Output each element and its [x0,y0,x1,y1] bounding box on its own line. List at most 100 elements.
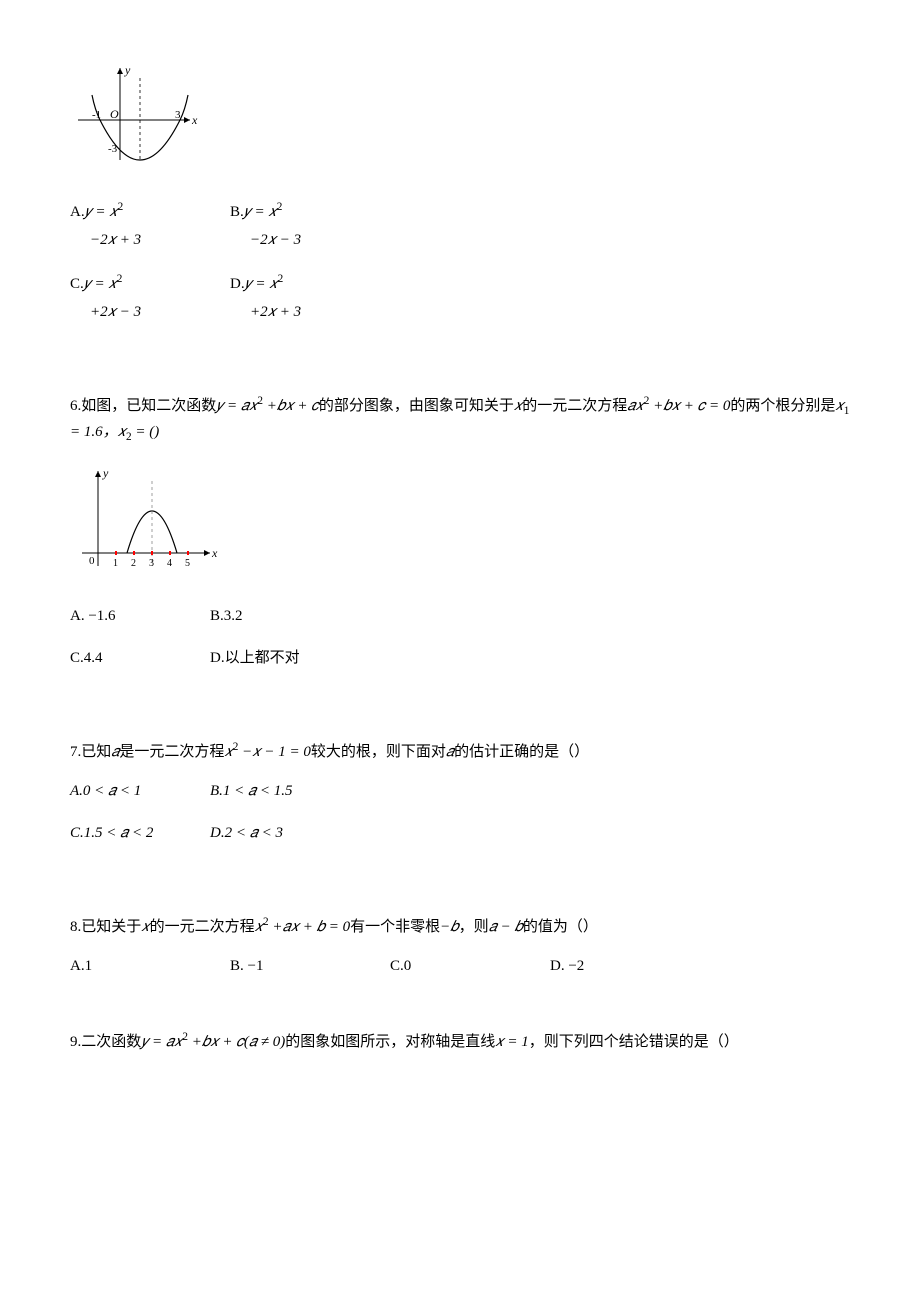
svg-text:O: O [110,107,119,121]
svg-text:-1: -1 [92,109,101,121]
q8-t4: ，则 [459,919,489,935]
q6-e2: 𝑎𝑥 [627,398,644,414]
option-c[interactable]: C.1.5 < 𝑎 < 2 [70,821,210,845]
label-c: C. [70,276,84,292]
q7-t4: 的估计正确的是（） [454,744,589,760]
svg-text:x: x [211,546,218,560]
q8-t1: 8.已知关于 [70,919,141,935]
q8-nb: −𝑏 [440,919,459,935]
question-5: y x O -1 3 -3 A.𝑦 = 𝑥2 −2𝑥 + 3 B.𝑦 = 𝑥2 … [70,60,850,342]
svg-text:y: y [102,466,109,480]
q6-d: D.以上都不对 [210,650,300,666]
option-a[interactable]: A. −1.6 [70,604,210,628]
q6-e3: 𝑥 [835,398,843,414]
expr-a2: −2𝑥 + 3 [90,232,141,248]
q6-e3b: = 1.6， [70,424,118,440]
q8-xv: 𝑥 [141,919,149,935]
q6-e1b: +𝑏𝑥 + 𝑐 [263,398,319,414]
q7-text: 7.已知𝑎是一元二次方程𝑥2 −𝑥 − 1 = 0较大的根，则下面对𝑎的估计正确… [70,738,850,764]
q8-a: A.1 [70,958,92,974]
q6-e4b: = () [132,424,160,440]
option-b[interactable]: B.𝑦 = 𝑥2 −2𝑥 − 3 [230,198,390,252]
q6-b: B.3.2 [210,608,243,624]
option-b[interactable]: B.1 < 𝑎 < 1.5 [210,779,350,803]
q7-t2: 是一元二次方程 [119,744,224,760]
q6-t4: 的两个根分别是 [730,398,835,414]
q7-c: C.1.5 < 𝑎 < 2 [70,825,153,841]
svg-text:3: 3 [149,558,154,569]
option-c[interactable]: C.4.4 [70,646,210,670]
option-b[interactable]: B.3.2 [210,604,350,628]
q8-text: 8.已知关于𝑥的一元二次方程𝑥2 +𝑎𝑥 + 𝑏 = 0有一个非零根−𝑏，则𝑎 … [70,913,850,939]
option-c[interactable]: C.𝑦 = 𝑥2 +2𝑥 − 3 [70,270,230,324]
q7-a: A.0 < 𝑎 < 1 [70,783,141,799]
label-a: A. [70,204,85,220]
svg-text:3: 3 [175,109,181,121]
q6-text: 6.如图，已知二次函数𝑦 = 𝑎𝑥2 +𝑏𝑥 + 𝑐的部分图象，由图象可知关于𝑥… [70,392,850,446]
svg-text:x: x [191,113,198,127]
q7-av2: 𝑎 [446,744,454,760]
q7-d: D.2 < 𝑎 < 3 [210,825,283,841]
question-6: 6.如图，已知二次函数𝑦 = 𝑎𝑥2 +𝑏𝑥 + 𝑐的部分图象，由图象可知关于𝑥… [70,392,850,688]
q7-t1: 7.已知 [70,744,111,760]
q5-options: A.𝑦 = 𝑥2 −2𝑥 + 3 B.𝑦 = 𝑥2 −2𝑥 − 3 C.𝑦 = … [70,198,850,342]
option-c[interactable]: C.0 [390,954,550,978]
option-d[interactable]: D.以上都不对 [210,646,350,670]
q7-eb: −𝑥 − 1 = 0 [238,744,310,760]
q8-e: 𝑥 [255,919,263,935]
q6-c: C.4.4 [70,650,103,666]
q5-graph: y x O -1 3 -3 [70,60,850,178]
question-8: 8.已知关于𝑥的一元二次方程𝑥2 +𝑎𝑥 + 𝑏 = 0有一个非零根−𝑏，则𝑎 … [70,913,850,978]
q6-xv: 𝑥 [514,398,522,414]
q6-e2b: +𝑏𝑥 + 𝑐 = 0 [649,398,730,414]
q6-graph: y x 0 1 2 3 4 5 [70,461,850,584]
expr-c2: +2𝑥 − 3 [90,304,141,320]
option-d[interactable]: D. −2 [550,954,710,978]
expr-c1: 𝑦 = 𝑥 [84,276,117,292]
expr-b1: 𝑦 = 𝑥 [244,204,277,220]
svg-text:2: 2 [131,558,136,569]
q6-t3: 的一元二次方程 [522,398,627,414]
q8-options: A.1 B. −1 C.0 D. −2 [70,954,850,978]
question-9: 9.二次函数𝑦 = 𝑎𝑥2 +𝑏𝑥 + 𝑐(𝑎 ≠ 0)的图象如图所示，对称轴是… [70,1028,850,1054]
q9-t2: 的图象如图所示，对称轴是直线 [285,1034,495,1050]
option-a[interactable]: A.𝑦 = 𝑥2 −2𝑥 + 3 [70,198,230,252]
q8-ab: 𝑎 − 𝑏 [489,919,523,935]
expr-d1: 𝑦 = 𝑥 [245,276,278,292]
label-b: B. [230,204,244,220]
q7-e: 𝑥 [224,744,232,760]
q9-eb: +𝑏𝑥 + 𝑐(𝑎 ≠ 0) [188,1034,285,1050]
q9-t1: 9.二次函数 [70,1034,141,1050]
question-7: 7.已知𝑎是一元二次方程𝑥2 −𝑥 − 1 = 0较大的根，则下面对𝑎的估计正确… [70,738,850,863]
q8-eb: +𝑎𝑥 + 𝑏 = 0 [269,919,351,935]
option-d[interactable]: D.𝑦 = 𝑥2 +2𝑥 + 3 [230,270,390,324]
q9-x1: 𝑥 = 1 [495,1034,528,1050]
q7-options: A.0 < 𝑎 < 1 B.1 < 𝑎 < 1.5 C.1.5 < 𝑎 < 2 … [70,779,850,863]
q9-t3: ，则下列四个结论错误的是（） [529,1034,739,1050]
expr-b2: −2𝑥 − 3 [250,232,301,248]
q8-t2: 的一元二次方程 [150,919,255,935]
q9-e: 𝑦 = 𝑎𝑥 [141,1034,182,1050]
option-b[interactable]: B. −1 [230,954,390,978]
q6-options: A. −1.6 B.3.2 C.4.4 D.以上都不对 [70,604,850,688]
q8-d: D. −2 [550,958,584,974]
option-d[interactable]: D.2 < 𝑎 < 3 [210,821,350,845]
q8-b: B. −1 [230,958,263,974]
sq-b: 2 [277,201,283,213]
q6-a: A. −1.6 [70,608,116,624]
sq-d: 2 [278,273,284,285]
q8-c: C.0 [390,958,411,974]
q6-t1: 6.如图，已知二次函数 [70,398,216,414]
expr-a1: 𝑦 = 𝑥 [85,204,118,220]
q6-s1: 1 [844,405,850,417]
option-a[interactable]: A.1 [70,954,230,978]
option-a[interactable]: A.0 < 𝑎 < 1 [70,779,210,803]
svg-text:0: 0 [89,555,95,567]
parabola-graph-1: y x O -1 3 -3 [70,60,200,170]
expr-d2: +2𝑥 + 3 [250,304,301,320]
svg-text:y: y [124,63,131,77]
q7-t3: 较大的根，则下面对 [311,744,446,760]
q6-t2: 的部分图象，由图象可知关于 [319,398,514,414]
sq-c: 2 [117,273,123,285]
svg-text:1: 1 [113,558,118,569]
